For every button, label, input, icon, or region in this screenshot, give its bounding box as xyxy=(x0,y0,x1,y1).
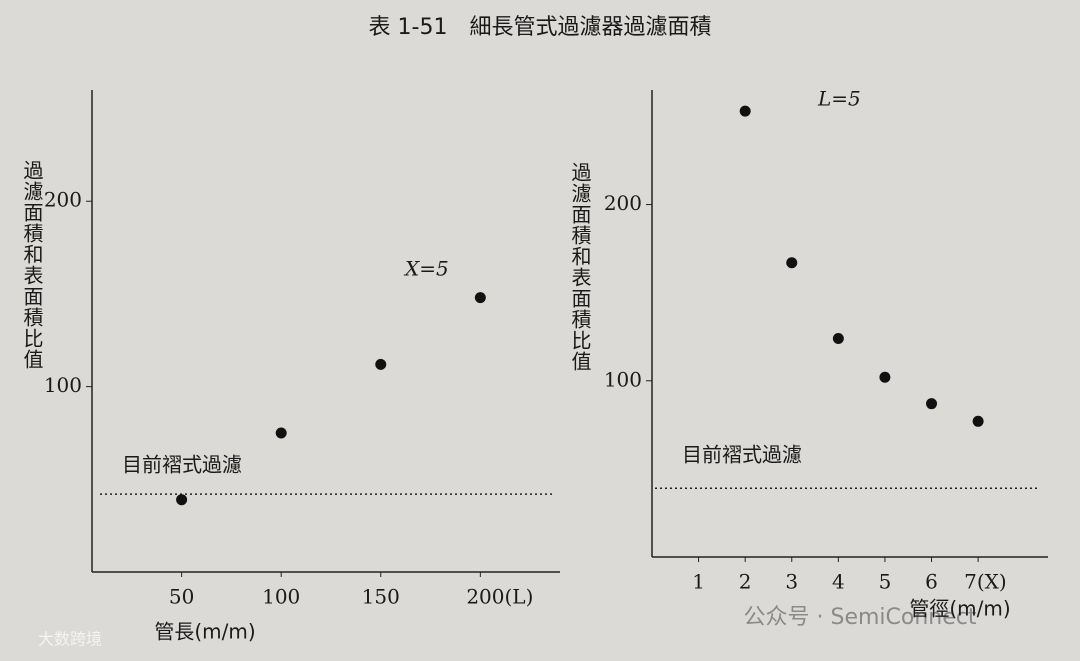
x-tick-label: 200(L) xyxy=(466,585,533,609)
x-tick-label: 7(X) xyxy=(964,570,1007,594)
data-point xyxy=(832,332,844,344)
reference-label: 目前褶式過濾 xyxy=(682,443,802,467)
data-point xyxy=(474,292,486,304)
x-tick-label: 50 xyxy=(169,585,194,609)
data-point xyxy=(176,494,188,506)
data-point xyxy=(275,427,287,439)
x-tick-label: 4 xyxy=(832,570,845,594)
x-tick-label: 100 xyxy=(262,585,300,609)
x-tick-label: 5 xyxy=(879,570,892,594)
x-tick-label: 3 xyxy=(785,570,798,594)
data-point xyxy=(879,371,891,383)
y-tick-label: 100 xyxy=(44,373,82,397)
watermark: 大数跨境 xyxy=(38,630,102,649)
data-point xyxy=(972,415,984,427)
data-point xyxy=(786,257,798,269)
x-axis-label: 管長(m/m) xyxy=(154,620,255,644)
x-tick-label: 2 xyxy=(739,570,752,594)
y-tick-label: 200 xyxy=(44,188,82,212)
reference-label: 目前褶式過濾 xyxy=(122,453,242,477)
data-point xyxy=(375,358,387,370)
figure-title: 表 1-51 細長管式過濾器過濾面積 xyxy=(369,15,712,40)
x-tick-label: 6 xyxy=(925,570,938,594)
x-tick-label: 1 xyxy=(692,570,705,594)
watermark: 公众号 · SemiConnect xyxy=(744,605,977,630)
data-point xyxy=(926,398,938,410)
y-axis-label: 過濾面積和表面積比值 xyxy=(20,160,44,370)
y-tick-label: 200 xyxy=(604,191,642,215)
annotation: X=5 xyxy=(403,257,449,281)
y-axis-label: 過濾面積和表面積比值 xyxy=(568,162,592,372)
x-axis-label: 管徑(m/m) xyxy=(909,597,1010,621)
data-point xyxy=(739,105,751,117)
y-tick-label: 100 xyxy=(604,367,642,391)
annotation: L=5 xyxy=(817,87,861,111)
x-tick-label: 150 xyxy=(362,585,400,609)
